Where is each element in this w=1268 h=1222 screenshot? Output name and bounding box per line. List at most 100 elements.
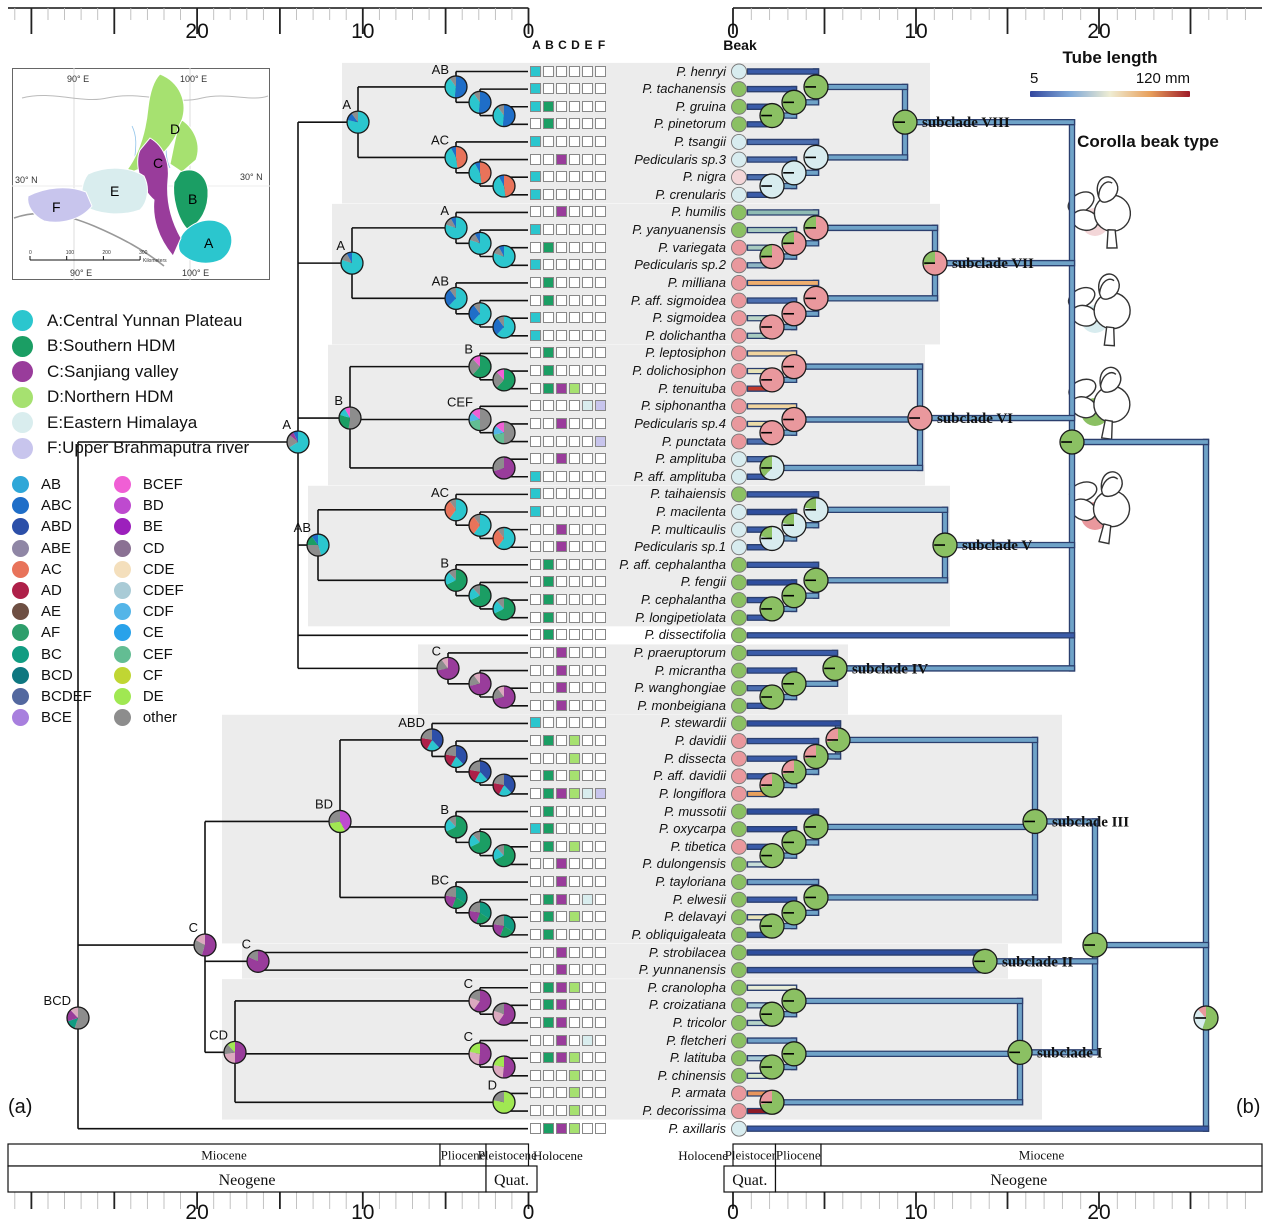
species-name: Pedicularis sp.3 — [634, 151, 726, 167]
area-code-label: BE — [142, 518, 163, 536]
region-cell-B — [543, 523, 554, 535]
species-name: P. henryi — [676, 63, 726, 79]
region-cell-D — [569, 629, 580, 641]
area-code-item: CF — [113, 666, 184, 684]
area-code-dot — [12, 709, 29, 727]
region-cell-D — [569, 1016, 580, 1028]
species-name: P. tsangii — [674, 133, 726, 149]
species-name: P. variegata — [658, 239, 726, 255]
lon-label: 100° E — [182, 268, 209, 278]
species-name: P. yunnanensis — [638, 962, 726, 978]
area-code-label: CDE — [142, 560, 175, 578]
region-cell-B — [543, 65, 554, 77]
region-cell-E — [582, 259, 593, 271]
panel-a-label: (a) — [8, 1096, 33, 1118]
region-cell-A — [530, 576, 541, 588]
matrix-column-header: D — [571, 38, 580, 52]
species-row: P. tenuituba — [0, 380, 1268, 398]
species-name: Pedicularis sp.4 — [634, 415, 726, 431]
region-cell-F — [595, 664, 606, 676]
species-name: P. praeruptorum — [633, 644, 726, 660]
region-cell-E — [582, 1069, 593, 1081]
area-code-dot — [12, 687, 29, 705]
region-cell-F — [595, 83, 606, 95]
region-cell-F — [595, 699, 606, 711]
species-name: P. aff. davidii — [653, 768, 726, 784]
region-cell-B — [543, 805, 554, 817]
species-name: P. taihaiensis — [650, 486, 726, 502]
region-cell-A — [530, 541, 541, 553]
species-name: P. axillaris — [668, 1120, 726, 1136]
species-name: P. elwesii — [672, 891, 726, 907]
region-cell-F — [595, 717, 606, 729]
species-name: P. sigmoidea — [652, 310, 726, 326]
beak-type-art — [1067, 273, 1131, 347]
area-code-label: BD — [142, 497, 164, 515]
region-cell-D — [569, 470, 580, 482]
species-name: P. tachanensis — [642, 81, 726, 97]
region-cell-E — [582, 1016, 593, 1028]
lon-label: 90° E — [67, 74, 89, 84]
species-name: P. macilenta — [656, 504, 726, 519]
svg-text:100: 100 — [66, 250, 75, 256]
area-code-item: ABE — [12, 539, 92, 557]
region-cell-A — [530, 153, 541, 165]
svg-text:200: 200 — [102, 250, 111, 256]
region-cell-F — [595, 506, 606, 517]
area-code-label: CEF — [142, 645, 173, 663]
species-row: P. latituba — [0, 1049, 1268, 1067]
region-cell-C — [556, 241, 567, 253]
map-label-E: E — [110, 183, 119, 199]
region-cell-D — [569, 153, 580, 165]
area-code-item: AC — [12, 560, 92, 578]
region-cell-D — [569, 1087, 580, 1099]
species-name: P. obliquigaleata — [631, 926, 726, 942]
region-cell-F — [595, 365, 606, 377]
region-legend-item: C:Sanjiang valley — [12, 361, 249, 382]
region-cell-F — [595, 1052, 606, 1064]
species-row: P. multicaulis — [0, 521, 1268, 539]
area-code-item: BCDEF — [12, 687, 92, 705]
species-row: P. croizatiana — [0, 996, 1268, 1014]
region-cell-C — [556, 558, 567, 570]
region-cell-E — [582, 294, 593, 306]
region-cell-B — [543, 241, 554, 253]
region-cell-B — [543, 911, 554, 923]
species-name: P. croizatiana — [648, 997, 726, 1013]
region-cell-A — [530, 735, 541, 747]
area-code-item: BE — [113, 518, 184, 536]
region-cell-B — [543, 347, 554, 359]
region-cell-F — [595, 735, 606, 747]
timescale-band-label: Quat. — [732, 1172, 767, 1189]
species-name: P. dolichantha — [645, 327, 726, 343]
region-cell-E — [582, 558, 593, 570]
region-cell-C — [556, 1052, 567, 1064]
region-cell-A — [530, 276, 541, 288]
region-cell-B — [543, 171, 554, 183]
species-row: P. micrantha — [0, 662, 1268, 680]
region-cell-E — [582, 382, 593, 394]
region-cell-B — [543, 981, 554, 993]
region-cell-C — [556, 206, 567, 218]
region-cell-E — [582, 400, 593, 412]
region-cell-C — [556, 1069, 567, 1081]
species-row: P. yunnanensis — [0, 961, 1268, 979]
region-cell-C — [556, 135, 567, 147]
region-cell-D — [569, 523, 580, 535]
axis-tick-label: 10 — [904, 1201, 927, 1222]
region-cell-D — [569, 946, 580, 958]
species-row: P. tricolor — [0, 1014, 1268, 1032]
region-cell-D — [569, 1052, 580, 1064]
species-row: P. amplituba — [0, 450, 1268, 468]
region-cell-B — [543, 400, 554, 412]
region-cell-C — [556, 1087, 567, 1099]
axis-tick-label: 20 — [1087, 1201, 1110, 1222]
area-code-label: ABD — [41, 518, 72, 536]
region-cell-A — [530, 171, 541, 183]
region-cell-A — [530, 682, 541, 694]
region-cell-D — [569, 558, 580, 570]
region-cell-D — [569, 312, 580, 324]
species-row: P. gruina — [0, 98, 1268, 116]
region-color-dot — [12, 335, 33, 357]
region-cell-B — [543, 435, 554, 447]
